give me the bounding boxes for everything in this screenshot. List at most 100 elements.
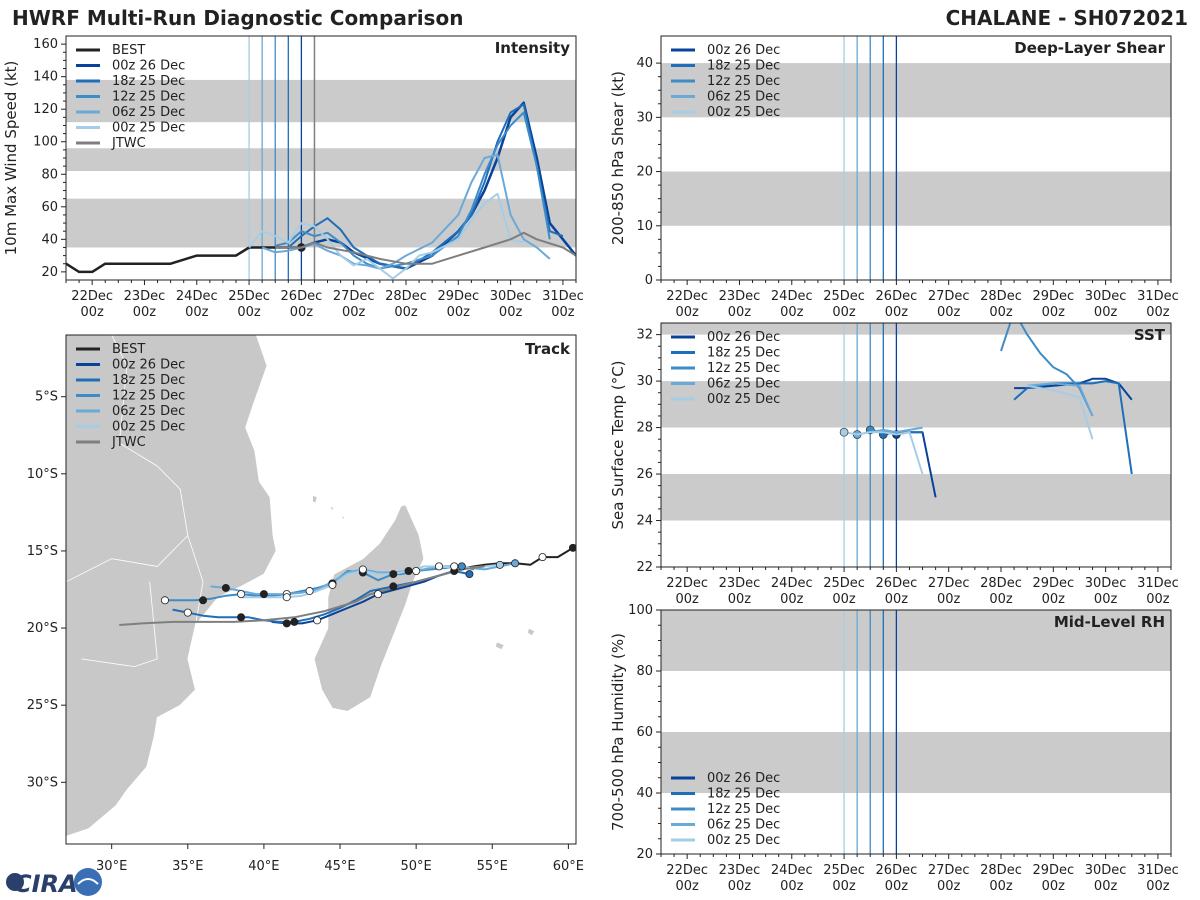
intensity-legend-label: BEST: [112, 43, 145, 58]
intensity-xtick-label: 24Dec: [176, 289, 218, 304]
land-mauritius: [526, 627, 536, 637]
sst-xtick-sublabel: 00z: [728, 592, 752, 607]
shear-ytick-label: 10: [636, 219, 653, 234]
track-land: [66, 335, 536, 837]
rh-xtick-sublabel: 00z: [1042, 879, 1066, 894]
track-legend-label: 12z 25 Dec: [112, 389, 185, 404]
track-series: [119, 543, 576, 628]
shear-xtick-label: 27Dec: [928, 289, 970, 304]
shear-xtick-sublabel: 00z: [780, 305, 804, 320]
track-xtick-label: 60°E: [553, 859, 584, 874]
sst-xtick-label: 25Dec: [823, 576, 865, 591]
intensity-xtick-sublabel: 00z: [551, 305, 575, 320]
shear-legend-label: 00z 26 Dec: [707, 43, 780, 58]
shear-band: [661, 171, 1171, 226]
track-point: [199, 596, 208, 605]
track-xtick-label: 40°E: [248, 859, 279, 874]
track-xtick-label: 45°E: [324, 859, 355, 874]
sst-plot-bg: [661, 323, 1171, 567]
intensity-xtick-label: 26Dec: [281, 289, 323, 304]
shear-xtick-sublabel: 00z: [989, 305, 1013, 320]
intensity-ytick-label: 160: [33, 37, 58, 52]
track-point: [412, 566, 421, 575]
track-point: [465, 570, 474, 579]
track-point: [434, 562, 443, 571]
track-point: [358, 565, 367, 574]
shear-xtick-label: 29Dec: [1032, 289, 1074, 304]
sst-xtick-sublabel: 00z: [989, 592, 1013, 607]
intensity-panel: 2040608010012014016022Dec00z23Dec00z24De…: [2, 35, 584, 320]
track-point: [389, 570, 398, 579]
shear-xtick-label: 24Dec: [771, 289, 813, 304]
shear-ytick-label: 0: [645, 273, 653, 288]
rh-xtick-label: 27Dec: [928, 863, 970, 878]
rh-xtick-sublabel: 00z: [885, 879, 909, 894]
land-reunion: [494, 641, 505, 651]
rh-ytick-label: 100: [628, 603, 653, 618]
sst-xtick-label: 23Dec: [719, 576, 761, 591]
shear-xtick-label: 25Dec: [823, 289, 865, 304]
intensity-legend-label: 18z 25 Dec: [112, 74, 185, 89]
rh-panel-title: Mid-Level RH: [1054, 613, 1165, 631]
cira-swoosh-icon: [77, 878, 99, 885]
country-border: [81, 581, 158, 668]
rh-xtick-sublabel: 00z: [937, 879, 961, 894]
rh-xtick-label: 26Dec: [876, 863, 918, 878]
track-point: [237, 590, 246, 599]
sst-ytick-label: 30: [636, 374, 653, 389]
country-border: [66, 335, 189, 583]
sst-xtick-sublabel: 00z: [885, 592, 909, 607]
shear-band: [661, 63, 1171, 118]
shear-legend-label: 00z 25 Dec: [707, 105, 780, 120]
track-point: [305, 587, 314, 596]
intensity-band: [66, 148, 576, 172]
rh-legend-label: 18z 25 Dec: [707, 787, 780, 802]
sst-xtick-sublabel: 00z: [1042, 592, 1066, 607]
land-comoros2: [328, 505, 335, 512]
sst-xtick-sublabel: 00z: [1146, 592, 1170, 607]
sst-frame: [660, 322, 1172, 568]
track-ytick-label: 5°S: [35, 390, 58, 405]
cira-logo-text: CIRA: [14, 870, 78, 898]
shear-xtick-sublabel: 00z: [885, 305, 909, 320]
track-line: [119, 565, 485, 626]
intensity-legend-label: 06z 25 Dec: [112, 105, 185, 120]
shear-ytick-label: 30: [636, 110, 653, 125]
intensity-legend-label: 00z 25 Dec: [112, 121, 185, 136]
intensity-ytick-label: 40: [41, 232, 58, 247]
sst-legend-label: 18z 25 Dec: [707, 346, 780, 361]
sst-xtick-label: 27Dec: [928, 576, 970, 591]
track-legend-label: JTWC: [111, 435, 146, 450]
rh-legend-label: 12z 25 Dec: [707, 802, 780, 817]
rh-xtick-sublabel: 00z: [1094, 879, 1118, 894]
track-point: [568, 543, 576, 552]
intensity-legend-label: 00z 26 Dec: [112, 59, 185, 74]
rh-ytick-label: 60: [636, 725, 653, 740]
track-point: [511, 559, 520, 568]
track-legend-label: BEST: [112, 342, 145, 357]
intensity-ytick-label: 140: [33, 70, 58, 85]
shear-xtick-sublabel: 00z: [937, 305, 961, 320]
shear-ylabel: 200-850 hPa Shear (kt): [609, 71, 627, 245]
sst-xtick-label: 24Dec: [771, 576, 813, 591]
sst-xtick-label: 28Dec: [980, 576, 1022, 591]
track-legend-label: 00z 25 Dec: [112, 420, 185, 435]
sst-legend-label: 12z 25 Dec: [707, 361, 780, 376]
track-xtick-label: 55°E: [477, 859, 508, 874]
track-point: [282, 593, 291, 602]
sst-ylabel: Sea Surface Temp (°C): [609, 360, 627, 529]
shear-xtick-sublabel: 00z: [1146, 305, 1170, 320]
rh-xtick-label: 23Dec: [719, 863, 761, 878]
intensity-ylabel: 10m Max Wind Speed (kt): [2, 61, 20, 256]
track-ytick-label: 15°S: [27, 544, 58, 559]
track-panel: 30°E 35°E 40°E 45°E 50°E 55°E 60°E 5°S 10°S 15°S 2…: [27, 334, 584, 874]
rh-panel: 2040608010022Dec00z23Dec00z24Dec00z25Dec…: [609, 603, 1179, 894]
rh-ytick-label: 40: [636, 786, 653, 801]
sst-xtick-label: 29Dec: [1032, 576, 1074, 591]
track-legend-label: 00z 26 Dec: [112, 358, 185, 373]
shear-xtick-sublabel: 00z: [1094, 305, 1118, 320]
rh-bands: [661, 610, 1171, 793]
sst-xtick-sublabel: 00z: [1094, 592, 1118, 607]
rh-xtick-label: 30Dec: [1085, 863, 1127, 878]
